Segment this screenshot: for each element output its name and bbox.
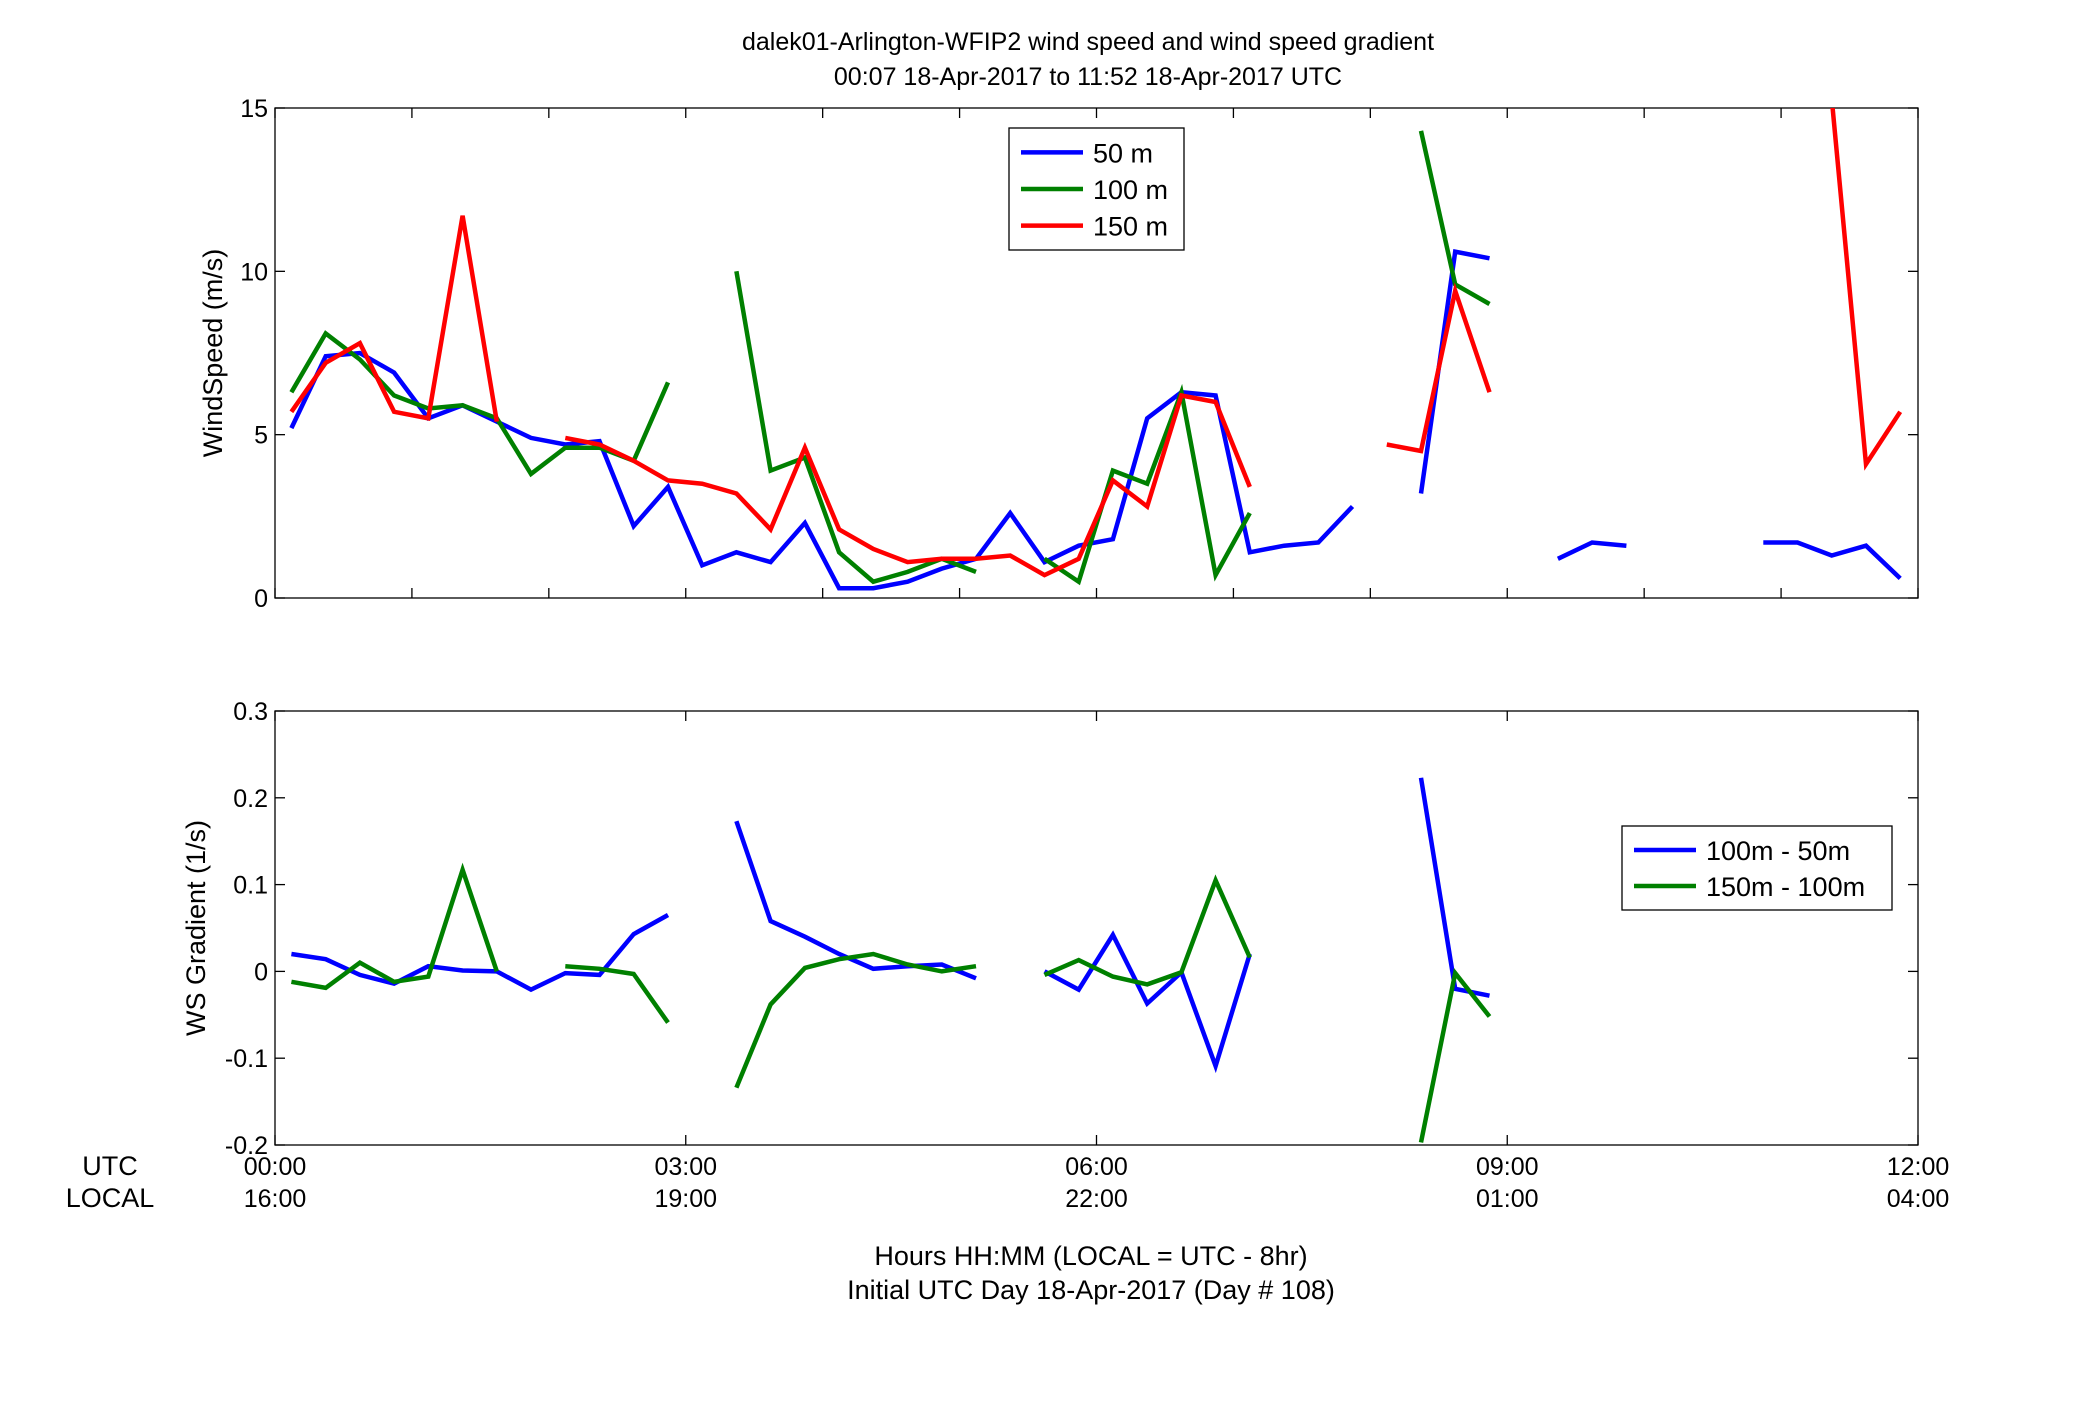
x-tick-label-utc: 12:00: [1887, 1153, 1950, 1181]
wind-gradient-panel: -0.2 -0.1 0 0.1 0.2 0.3 WS Gradient (1/s) 100m …: [181, 698, 1919, 1160]
y-tick-label: 5: [254, 422, 268, 450]
legend-label-100m-50m: 100m - 50m: [1706, 836, 1850, 866]
x-tick-label-utc: 09:00: [1476, 1153, 1539, 1181]
legend-label-50-m: 50 m: [1093, 138, 1153, 168]
y-axis-label: WindSpeed (m/s): [198, 249, 228, 458]
x-tick-label-local: 01:00: [1476, 1185, 1539, 1213]
x-tick-label-local: 16:00: [244, 1185, 307, 1213]
y-tick-label: 0.2: [233, 785, 268, 813]
y-tick-label: -0.1: [225, 1045, 268, 1073]
series-line-150m-100m: [291, 862, 1492, 1143]
y-tick-label: -0.2: [225, 1132, 268, 1160]
series-line-100-m: [289, 130, 1491, 586]
local-row-label: LOCAL: [66, 1183, 155, 1213]
y-axis-label: WS Gradient (1/s): [181, 820, 211, 1036]
y-tick-label: 15: [240, 95, 268, 123]
legend: 100m - 50m 150m - 100m: [1621, 825, 1893, 911]
y-tick-label: 0.1: [233, 872, 268, 900]
x-tick-labels: 00:00 16:00 03:00 19:00 06:00 22:00 09:00 01:00…: [244, 1153, 1950, 1213]
x-axis-caption: Hours HH:MM (LOCAL = UTC - 8hr): [874, 1241, 1307, 1271]
wind-speed-panel: 0 5 10 15 WindSpeed (m/s) 50 m 100 m 150 m: [198, 95, 1919, 613]
chart-title: dalek01-Arlington-WFIP2 wind speed and w…: [742, 28, 1434, 56]
x-tick-label-local: 04:00: [1887, 1185, 1950, 1213]
legend-label-150-m: 150 m: [1093, 212, 1168, 242]
utc-row-label: UTC: [82, 1151, 138, 1181]
y-tick-label: 0.3: [233, 698, 268, 726]
legend-label-150m-100m: 150m - 100m: [1706, 872, 1865, 902]
series-line-100m-50m: [291, 777, 1490, 1074]
x-tick-label-local: 22:00: [1065, 1185, 1128, 1213]
x-axis-caption-day: Initial UTC Day 18-Apr-2017 (Day # 108): [847, 1275, 1335, 1305]
chart-subtitle: 00:07 18-Apr-2017 to 11:52 18-Apr-2017 U…: [834, 63, 1342, 91]
series-line-50-m: [289, 249, 1902, 591]
x-tick-label-utc: 03:00: [654, 1153, 717, 1181]
y-tick-label: 0: [254, 958, 268, 986]
plot-frame: [274, 710, 1919, 1146]
legend-label-100-m: 100 m: [1093, 175, 1168, 205]
series-line-150-m: [289, 108, 1903, 578]
legend: 50 m 100 m 150 m: [1008, 127, 1185, 251]
y-tick-label: 10: [240, 258, 268, 286]
legend-box: [1621, 825, 1893, 911]
x-tick-label-local: 19:00: [654, 1185, 717, 1213]
y-tick-label: 0: [254, 585, 268, 613]
x-tick-label-utc: 06:00: [1065, 1153, 1128, 1181]
x-tick-label-utc: 00:00: [244, 1153, 307, 1181]
